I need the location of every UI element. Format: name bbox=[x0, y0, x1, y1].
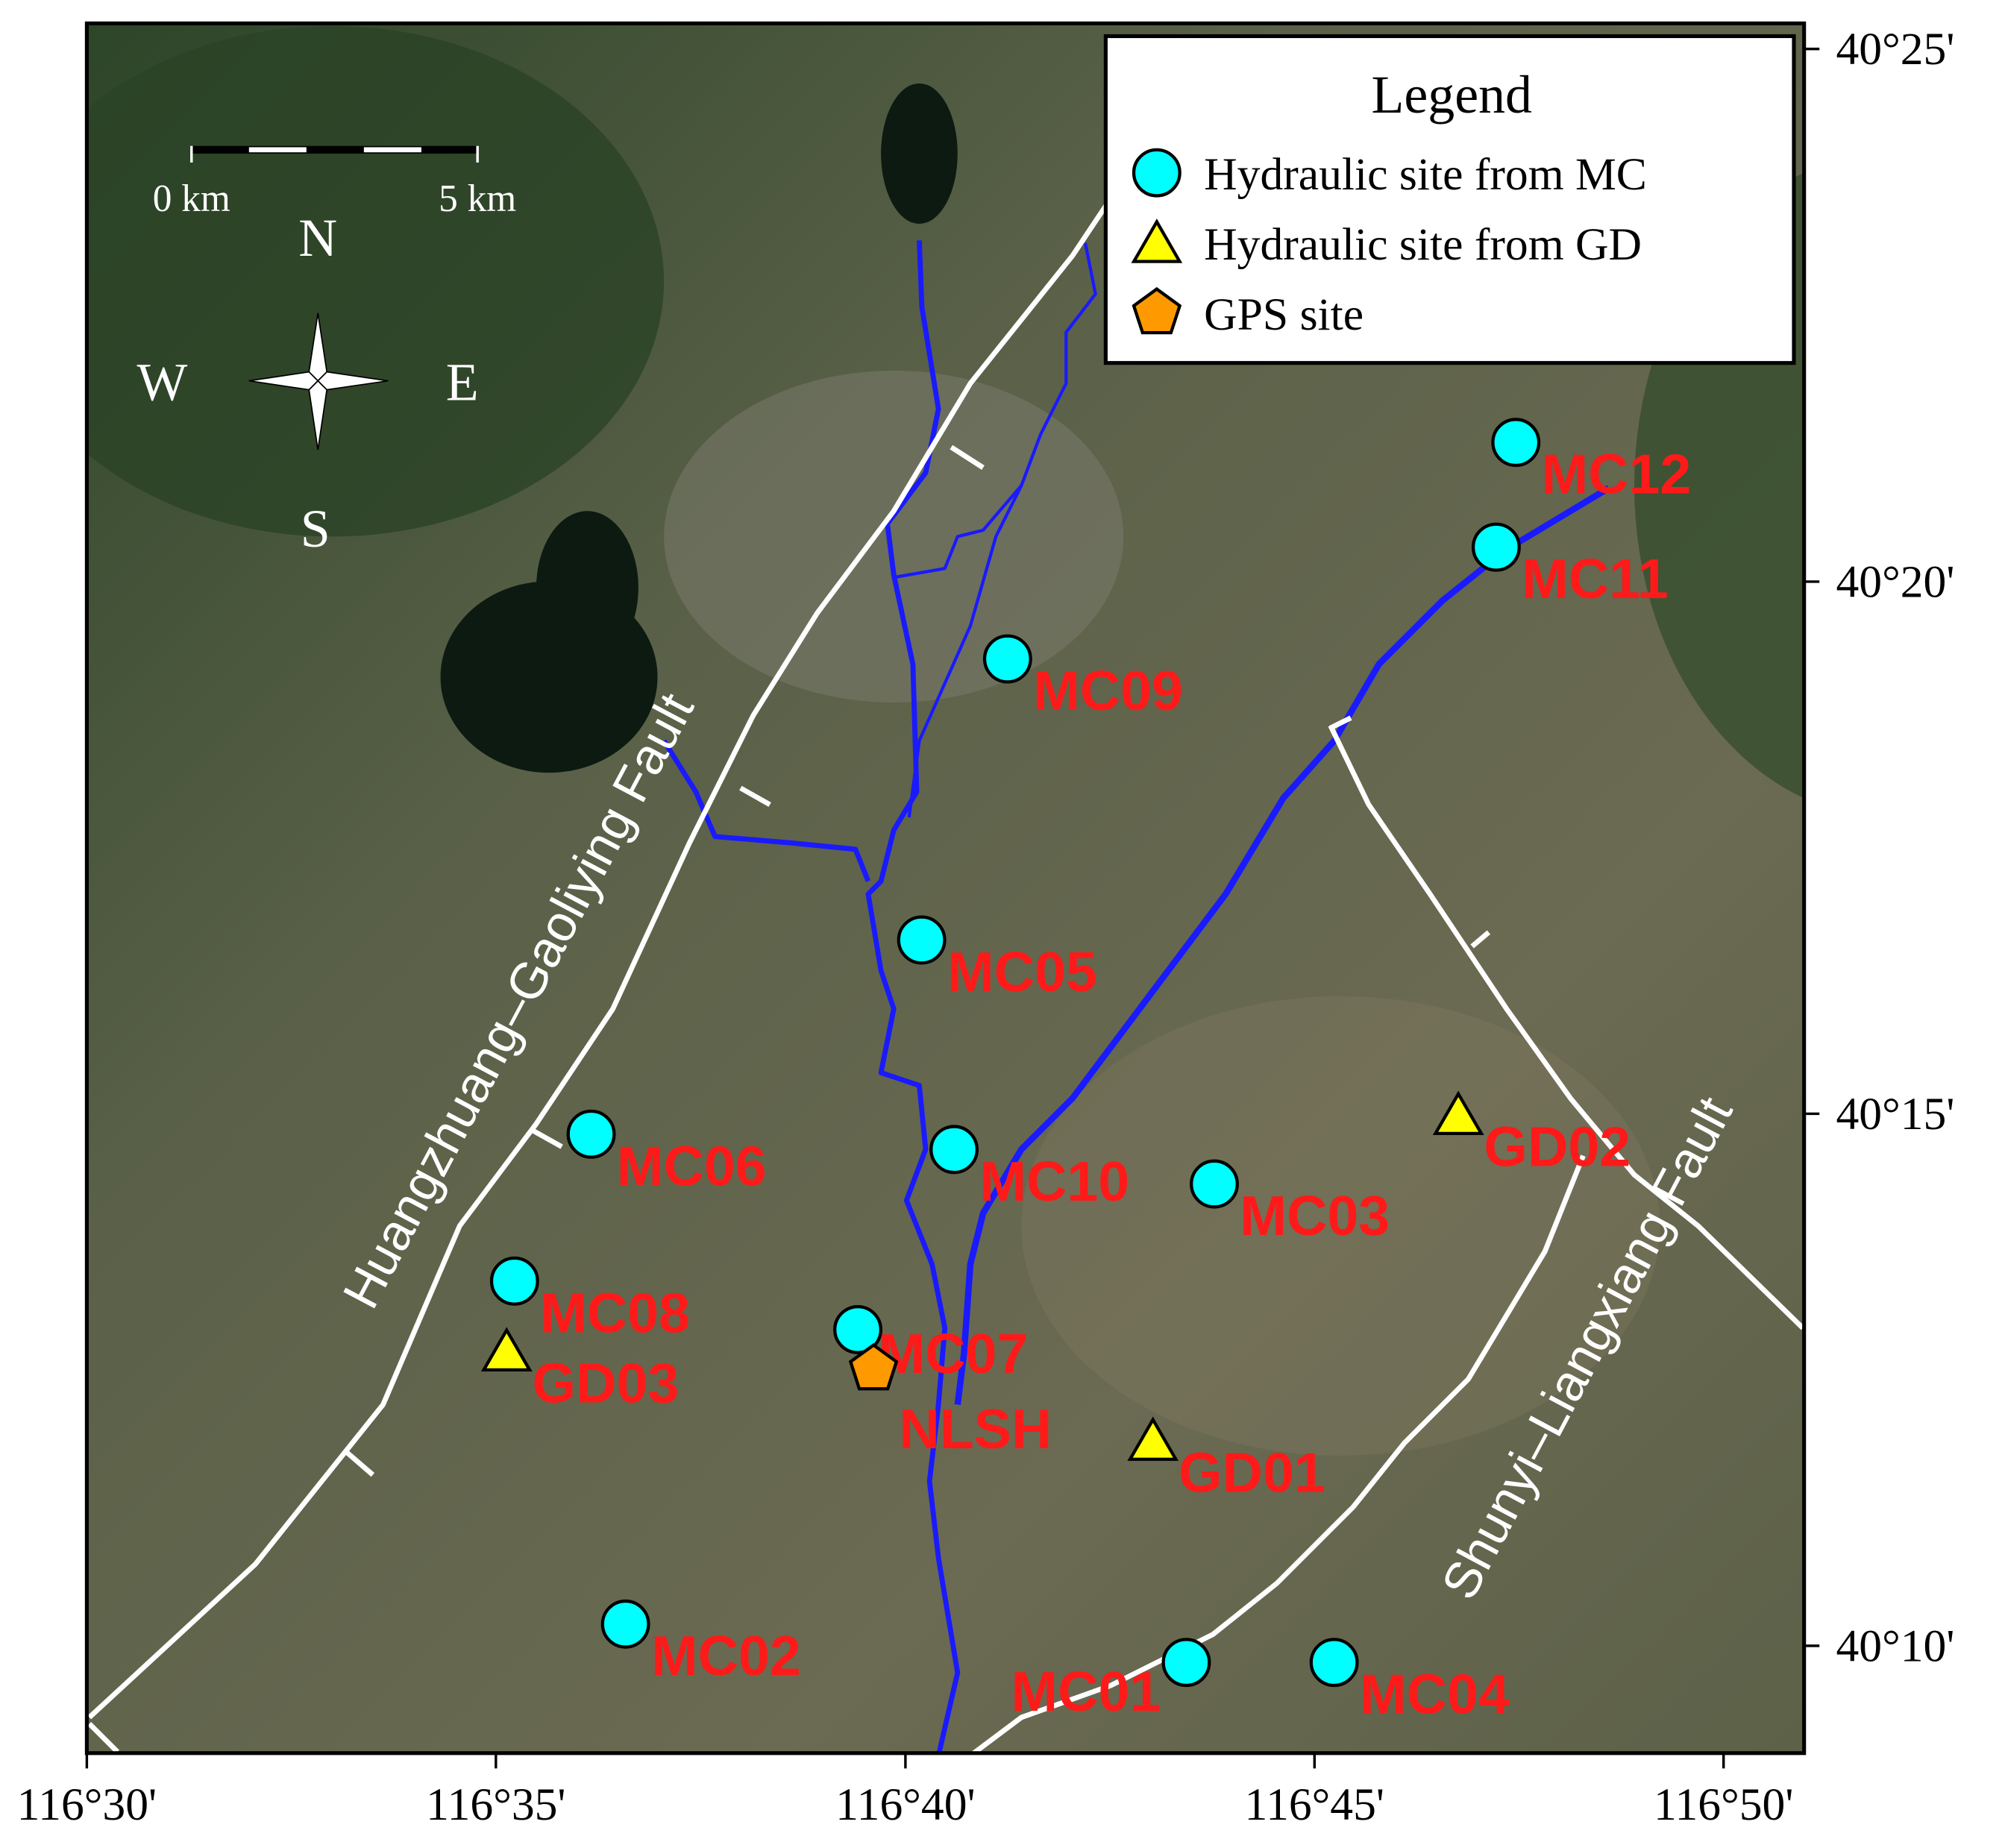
x-tick-label: 116°35' bbox=[426, 1779, 565, 1830]
site-marker bbox=[1309, 1638, 1359, 1688]
site-label: MC03 bbox=[1240, 1184, 1390, 1247]
site-marker bbox=[1127, 1416, 1179, 1461]
site-marker bbox=[489, 1256, 539, 1306]
site-marker bbox=[982, 634, 1032, 684]
site-label: MC04 bbox=[1360, 1663, 1510, 1726]
legend-label: Hydraulic site from GD bbox=[1204, 219, 1642, 270]
site-label: MC09 bbox=[1033, 659, 1183, 722]
site-marker bbox=[833, 1304, 882, 1354]
site-marker bbox=[929, 1125, 979, 1175]
x-tick-label: 116°40' bbox=[835, 1779, 975, 1830]
site-label: MC10 bbox=[979, 1150, 1129, 1213]
map-frame bbox=[84, 21, 1807, 1756]
compass-e: E bbox=[446, 352, 479, 412]
site-label: MC07 bbox=[878, 1322, 1028, 1385]
site-label: MC02 bbox=[651, 1624, 801, 1687]
y-tick-label: 40°10' bbox=[1836, 1621, 1954, 1671]
site-label: MC08 bbox=[540, 1281, 690, 1344]
compass-s: S bbox=[301, 499, 330, 559]
axes: 116°30' 116°35' 116°40' 116°45' 116°50' 40°10… bbox=[17, 24, 1955, 1830]
site-label: MC11 bbox=[1522, 547, 1669, 610]
legend-label: Hydraulic site from MC bbox=[1204, 149, 1647, 200]
legend-marker bbox=[1131, 219, 1183, 263]
compass-n: N bbox=[298, 208, 337, 268]
site-marker bbox=[1491, 418, 1541, 468]
faults bbox=[87, 196, 1804, 1753]
x-tick-label: 116°30' bbox=[17, 1779, 157, 1830]
site-marker bbox=[1432, 1090, 1484, 1136]
legend-label: GPS site bbox=[1204, 289, 1364, 340]
site-label: MC12 bbox=[1541, 443, 1691, 506]
x-tick-label: 116°45' bbox=[1245, 1779, 1384, 1830]
legend-marker bbox=[1132, 286, 1182, 335]
site-label: MC01 bbox=[1011, 1660, 1161, 1723]
compass: N S E W bbox=[136, 208, 478, 559]
site-marker bbox=[566, 1109, 616, 1159]
site-marker bbox=[600, 1599, 650, 1649]
site-marker bbox=[1471, 522, 1521, 572]
site-label: GD01 bbox=[1179, 1441, 1325, 1503]
site-marker bbox=[848, 1343, 899, 1391]
site-label: NLSH bbox=[899, 1398, 1052, 1460]
site-marker bbox=[1161, 1638, 1211, 1688]
legend-marker bbox=[1132, 148, 1182, 198]
scale-label: 5 km bbox=[439, 177, 516, 220]
site-marker bbox=[897, 915, 947, 965]
scale-label: 0 km bbox=[153, 177, 230, 220]
compass-w: W bbox=[136, 352, 187, 412]
x-tick-label: 116°50' bbox=[1654, 1779, 1793, 1830]
site-marker bbox=[1190, 1159, 1239, 1209]
legend-title: Legend bbox=[1371, 65, 1532, 125]
legend: Legend Hydraulic site from MC Hydraulic s… bbox=[1103, 34, 1796, 365]
y-tick-label: 40°15' bbox=[1836, 1089, 1954, 1140]
site-label: GD03 bbox=[533, 1352, 680, 1415]
sites: MC12 MC11 MC09 MC05 MC06 MC10 MC03 MC08 MC07 MC02… bbox=[480, 418, 1691, 1726]
site-marker bbox=[480, 1327, 533, 1372]
site-label: GD02 bbox=[1484, 1116, 1631, 1178]
site-label: MC05 bbox=[947, 940, 1097, 1003]
site-label: MC06 bbox=[617, 1134, 767, 1197]
scale-bar: 0 km 5 km bbox=[153, 145, 516, 220]
y-tick-label: 40°20' bbox=[1836, 556, 1954, 607]
y-tick-label: 40°25' bbox=[1836, 24, 1954, 75]
